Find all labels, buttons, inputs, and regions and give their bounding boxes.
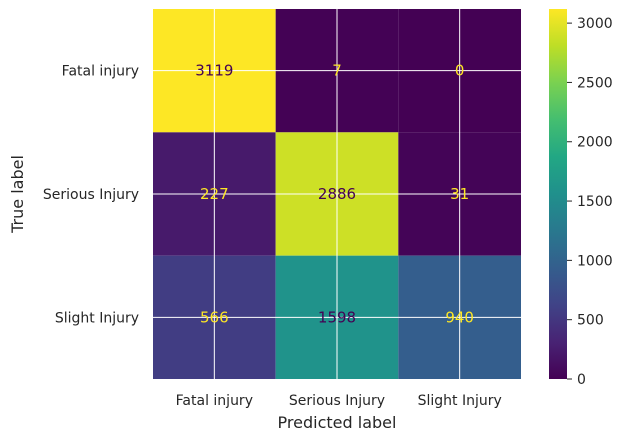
cell-value: 940 [445, 308, 474, 326]
cell-value: 31 [450, 185, 469, 203]
y-axis-label: True label [8, 155, 27, 234]
cell-value: 1598 [318, 308, 356, 326]
colorbar-ticks: 0 500 1000 1500 2000 2500 3000 [567, 16, 613, 388]
cell-value: 7 [332, 62, 342, 80]
y-tick-label: Slight Injury [55, 310, 139, 326]
y-tick-label: Fatal injury [62, 64, 139, 80]
colorbar-tick-label: 1000 [577, 253, 613, 269]
colorbar-tick-label: 3000 [577, 16, 613, 32]
x-tick-label: Fatal injury [176, 393, 253, 409]
colorbar [549, 9, 567, 379]
x-tick-label: Serious Injury [289, 393, 385, 409]
colorbar-tick-label: 2500 [577, 75, 613, 91]
grid-lines [153, 9, 521, 379]
colorbar-tick-label: 0 [577, 372, 586, 388]
cell-value: 2886 [318, 185, 356, 203]
x-axis-ticks: Fatal injury Serious Injury Slight Injury [176, 393, 502, 409]
cell-value: 0 [455, 62, 465, 80]
cell-value: 227 [200, 185, 229, 203]
cell-value: 3119 [195, 62, 233, 80]
x-axis-label: Predicted label [278, 413, 397, 432]
cell-value: 566 [200, 308, 229, 326]
x-tick-label: Slight Injury [418, 393, 502, 409]
y-axis-ticks: Fatal injury Serious Injury Slight Injury [43, 64, 139, 327]
colorbar-tick-label: 1500 [577, 194, 613, 210]
y-tick-label: Serious Injury [43, 187, 139, 203]
cell-value-labels: 3119 7 0 227 2886 31 566 1598 940 [195, 62, 474, 327]
colorbar-tick-label: 500 [577, 313, 604, 329]
colorbar-tick-label: 2000 [577, 135, 613, 151]
